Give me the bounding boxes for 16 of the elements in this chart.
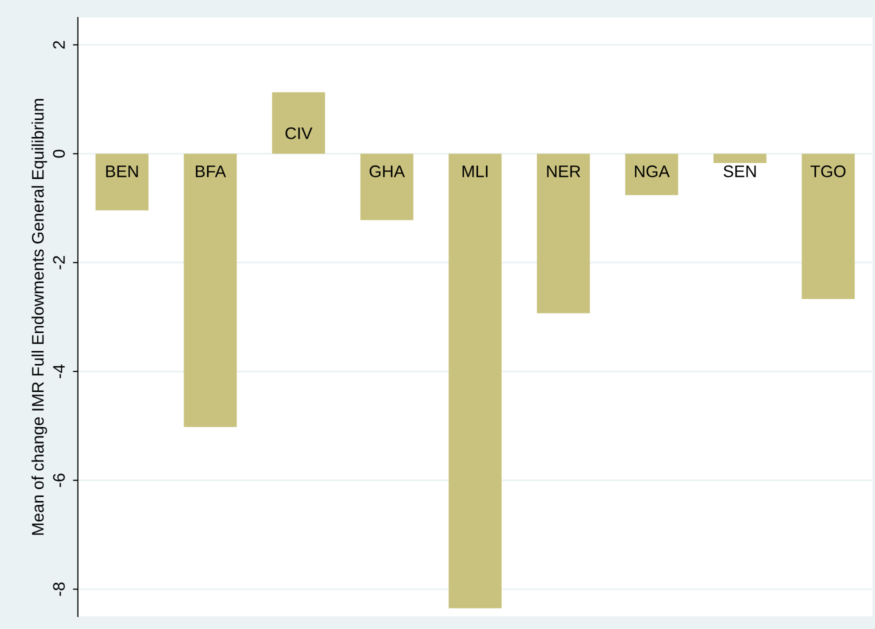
y-tick-label: -2 bbox=[53, 256, 65, 270]
x-tick-label: BFA bbox=[196, 166, 226, 178]
x-tick-label: SEN bbox=[724, 165, 756, 178]
x-tick-label: NGA bbox=[634, 165, 670, 178]
x-tick-label: GHA bbox=[370, 165, 405, 178]
y-tick-label: -4 bbox=[53, 364, 65, 378]
x-tick-label: BEN bbox=[106, 166, 138, 178]
x-tick-label: TGO bbox=[810, 165, 846, 178]
x-tick-label: NER bbox=[547, 166, 580, 178]
y-tick-label: -8 bbox=[53, 582, 65, 596]
x-tick-label: CIV bbox=[286, 127, 312, 140]
y-tick-label: 0 bbox=[53, 150, 65, 158]
y-axis-title: Mean of change IMR Full Endowments General Equilibrium bbox=[32, 99, 48, 535]
x-tick-label: MLI bbox=[462, 166, 488, 178]
y-tick-label: -6 bbox=[53, 474, 65, 487]
y-tick-label: 2 bbox=[53, 41, 65, 49]
